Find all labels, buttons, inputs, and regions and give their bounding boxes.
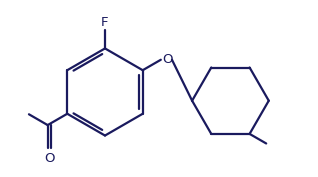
Text: O: O <box>44 152 54 165</box>
Text: F: F <box>101 16 109 28</box>
Text: O: O <box>162 53 172 66</box>
